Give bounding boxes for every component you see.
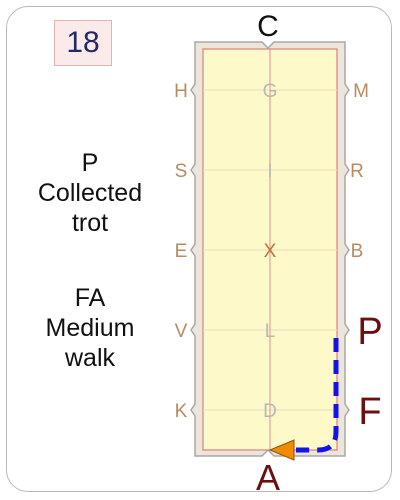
test-number-badge: 18 xyxy=(54,20,112,66)
letter-a: A xyxy=(256,457,280,498)
letter-r: R xyxy=(350,161,364,182)
letter-d: D xyxy=(263,401,277,422)
triangle-arrow-left-icon xyxy=(268,439,295,461)
letter-c: C xyxy=(257,10,279,43)
movement-instruction-2: FA Medium walk xyxy=(20,283,160,373)
letter-e: E xyxy=(175,241,188,262)
letter-x: X xyxy=(264,241,277,262)
movement-route xyxy=(296,338,339,453)
letter-l: L xyxy=(265,321,276,342)
letter-m: M xyxy=(353,81,369,102)
letter-v: V xyxy=(175,321,188,342)
movement-2-line-3: walk xyxy=(64,344,115,372)
movement-instruction-1: P Collected trot xyxy=(20,148,160,238)
movement-1-line-3: trot xyxy=(71,209,109,237)
movement-2-letter: FA xyxy=(74,284,106,312)
movement-2-line-2: Medium xyxy=(45,314,135,342)
letter-b: B xyxy=(351,241,364,262)
letter-k: K xyxy=(175,401,188,422)
letter-g: G xyxy=(263,81,278,102)
movement-1-letter: P xyxy=(81,149,99,177)
movement-1-line-2: Collected xyxy=(37,179,143,207)
letter-f: F xyxy=(358,391,381,433)
letter-h: H xyxy=(174,81,188,102)
letter-s: S xyxy=(175,161,188,182)
letter-i: I xyxy=(267,161,272,182)
letter-p: P xyxy=(357,311,382,353)
